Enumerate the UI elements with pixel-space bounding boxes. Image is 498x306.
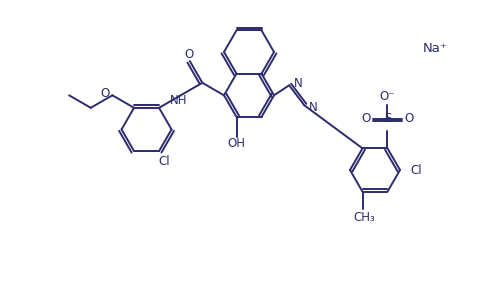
Text: O⁻: O⁻ [380, 90, 395, 103]
Text: N: N [309, 101, 318, 114]
Text: S: S [384, 112, 391, 125]
Text: O: O [100, 87, 110, 100]
Text: Cl: Cl [158, 155, 170, 168]
Text: NH: NH [170, 94, 187, 107]
Text: O: O [184, 48, 194, 61]
Text: O: O [361, 112, 371, 125]
Text: CH₃: CH₃ [354, 211, 375, 224]
Text: Na⁺: Na⁺ [423, 42, 447, 54]
Text: N: N [294, 77, 303, 90]
Text: OH: OH [228, 137, 246, 151]
Text: O: O [404, 112, 414, 125]
Text: Cl: Cl [410, 163, 422, 177]
